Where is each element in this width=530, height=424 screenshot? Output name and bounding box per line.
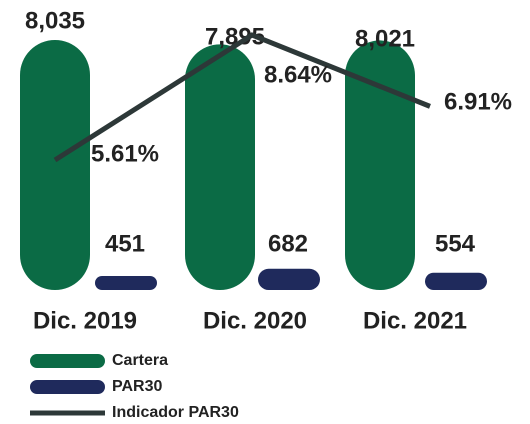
x-tick-label: Dic. 2020 (203, 307, 307, 334)
bar (20, 40, 90, 290)
bar (258, 268, 320, 290)
legend-swatch (30, 354, 105, 368)
value-label: 8,021 (355, 25, 415, 52)
legend-swatch (30, 380, 105, 394)
value-label: 5.61% (91, 140, 159, 167)
bar (425, 272, 487, 290)
x-tick-label: Dic. 2019 (33, 307, 137, 334)
legend-label: Cartera (112, 352, 168, 369)
legend-label: PAR30 (112, 378, 162, 395)
value-label: 8.64% (264, 61, 332, 88)
bar (345, 40, 415, 290)
value-label: 682 (268, 230, 308, 257)
value-label: 451 (105, 230, 145, 257)
bar (95, 275, 157, 290)
value-label: 554 (435, 230, 476, 257)
legend-label: Indicador PAR30 (112, 404, 239, 421)
line (53, 32, 431, 163)
value-label: 8,035 (25, 7, 85, 34)
x-tick-label: Dic. 2021 (363, 307, 467, 334)
bar (185, 44, 255, 290)
value-label: 6.91% (444, 88, 512, 115)
